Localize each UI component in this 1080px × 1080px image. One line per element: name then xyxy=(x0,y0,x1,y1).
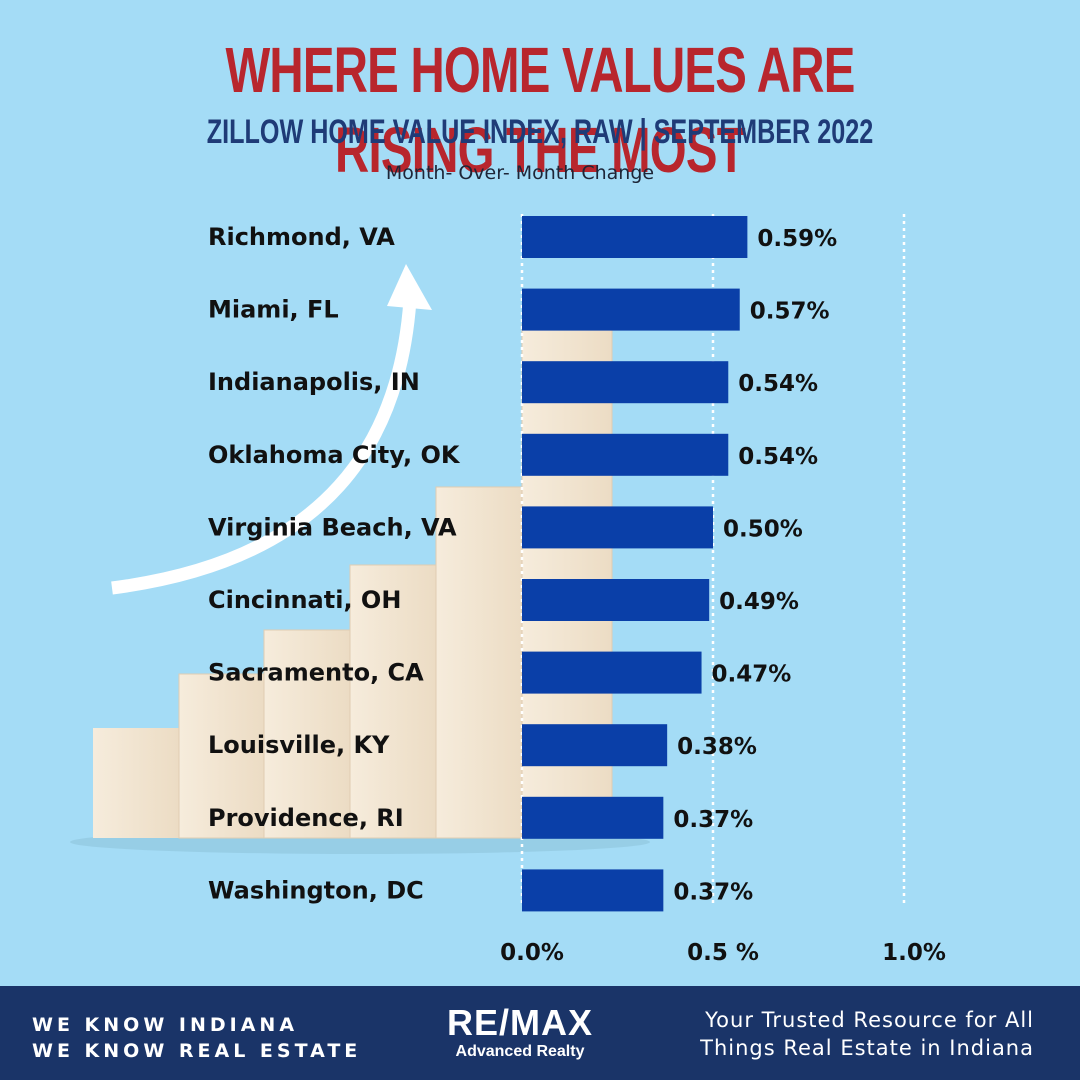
bar xyxy=(522,216,748,258)
city-label: Louisville, KY xyxy=(208,731,390,759)
city-label: Cincinnati, OH xyxy=(208,586,401,614)
x-tick-label: 1.0% xyxy=(882,940,946,966)
value-label: 0.57% xyxy=(750,299,830,325)
value-label: 0.54% xyxy=(738,444,818,470)
bar xyxy=(522,506,713,549)
value-label: 0.38% xyxy=(677,734,757,760)
bar xyxy=(522,651,702,694)
chart-caption: Month- Over- Month Change xyxy=(385,162,655,184)
value-label: 0.50% xyxy=(723,516,803,542)
city-label: Richmond, VA xyxy=(208,223,395,251)
city-label: Virginia Beach, VA xyxy=(208,513,457,541)
city-label: Miami, FL xyxy=(208,296,339,324)
city-label: Oklahoma City, OK xyxy=(208,441,461,469)
value-label: 0.49% xyxy=(719,589,799,615)
value-label: 0.37% xyxy=(673,879,753,905)
page-subtitle: ZILLOW HOME VALUE INDEX, RAW | SEPTEMBER… xyxy=(206,113,874,151)
bar xyxy=(522,288,740,331)
value-labels: 0.59% 0.57% 0.54% 0.54% 0.50% 0.49% 0.47% 0.38%… xyxy=(673,226,837,905)
bars xyxy=(522,216,748,912)
city-label: Indianapolis, IN xyxy=(208,368,420,396)
tagline-line-1: WE KNOW INDIANA xyxy=(32,1014,299,1036)
footer-tagline: WE KNOW INDIANA WE KNOW REAL ESTATE xyxy=(32,1012,361,1064)
bar xyxy=(522,724,668,767)
bar xyxy=(522,433,729,476)
footer: WE KNOW INDIANA WE KNOW REAL ESTATE RE/M… xyxy=(0,986,1080,1080)
resource-line-2: Things Real Estate in Indiana xyxy=(700,1036,1034,1060)
city-label: Sacramento, CA xyxy=(208,659,424,687)
footer-resource-text: Your Trusted Resource for All Things Rea… xyxy=(614,1006,1034,1062)
remax-logo: RE/MAX Advanced Realty xyxy=(420,1004,620,1062)
city-labels: Richmond, VA Miami, FL Indianapolis, IN Okl… xyxy=(208,223,461,904)
bar xyxy=(522,796,664,839)
x-axis-ticks: 0.0% 0.5 % 1.0% xyxy=(500,940,946,966)
logo-main-text: RE/MAX xyxy=(446,1002,593,1043)
logo-sub-text: Advanced Realty xyxy=(455,1043,585,1060)
bar xyxy=(522,579,710,621)
tagline-line-2: WE KNOW REAL ESTATE xyxy=(32,1040,362,1062)
city-label: Providence, RI xyxy=(208,804,404,832)
value-label: 0.37% xyxy=(673,807,753,833)
x-tick-label: 0.5 % xyxy=(687,940,759,966)
rising-arrow-icon xyxy=(111,264,432,595)
value-label: 0.47% xyxy=(712,662,792,688)
x-tick-label: 0.0% xyxy=(500,940,564,966)
bar xyxy=(522,869,664,912)
value-label: 0.59% xyxy=(757,226,837,252)
grid-lines xyxy=(520,214,906,905)
resource-line-1: Your Trusted Resource for All xyxy=(705,1008,1034,1032)
bar xyxy=(522,361,729,404)
value-label: 0.54% xyxy=(738,371,818,397)
city-label: Washington, DC xyxy=(208,876,424,904)
page-title: WHERE HOME VALUES ARE RISING THE MOST xyxy=(225,34,855,186)
